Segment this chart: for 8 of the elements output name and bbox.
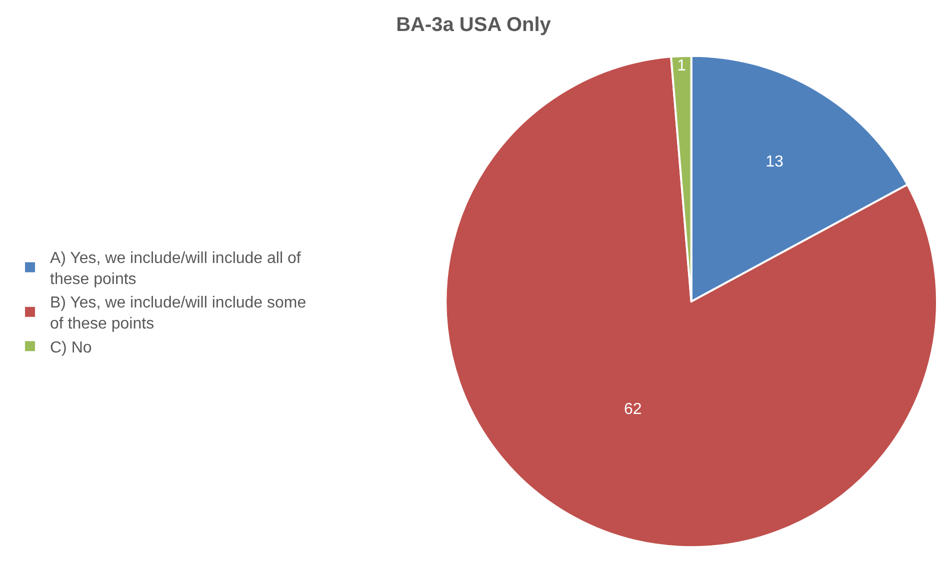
data-label: 62 <box>624 401 642 418</box>
legend-label: C) No <box>50 339 92 356</box>
legend-label: A) Yes, we include/will include all of these points <box>50 250 302 288</box>
chart-title: BA-3a USA Only <box>396 14 552 36</box>
pie-slice <box>444 56 938 548</box>
data-label: 1 <box>677 57 686 74</box>
legend-label: B) Yes, we include/will include some of these points <box>50 294 306 333</box>
data-label: 13 <box>766 153 784 170</box>
